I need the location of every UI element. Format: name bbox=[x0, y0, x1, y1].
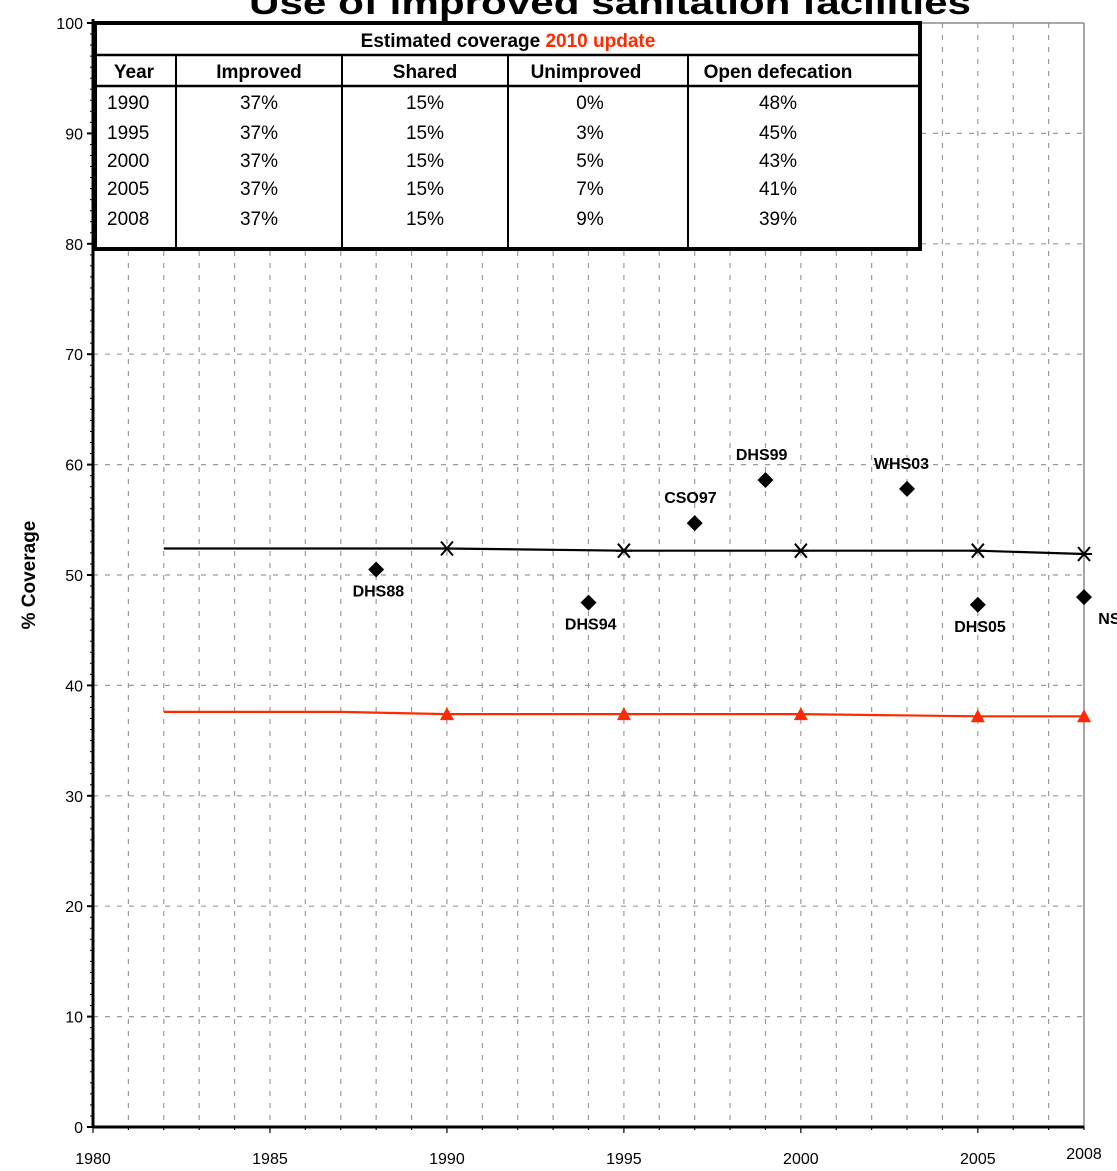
y-tick-label: 100 bbox=[56, 16, 83, 33]
survey-point-label: WHS03 bbox=[874, 456, 929, 473]
star-marker bbox=[792, 543, 809, 559]
table-cell: 15% bbox=[406, 93, 444, 114]
table-cell: 43% bbox=[759, 151, 797, 172]
y-tick-label: 0 bbox=[74, 1120, 83, 1137]
table-title-prefix: Estimated coverage bbox=[361, 31, 541, 52]
triangle-marker bbox=[439, 707, 454, 721]
y-axis-title: % Coverage bbox=[19, 521, 40, 630]
survey-point-label: NSS08 bbox=[1098, 611, 1117, 628]
star-marker-stroke bbox=[971, 543, 985, 559]
y-tick-label: 10 bbox=[65, 1010, 83, 1027]
x-tick-label: 2005 bbox=[960, 1151, 996, 1166]
table-cell: 45% bbox=[759, 123, 797, 144]
table-title-highlight: 2010 update bbox=[540, 31, 655, 52]
table-header-cell: Unimproved bbox=[531, 62, 642, 83]
table-header-cell: Open defecation bbox=[704, 62, 853, 83]
table-cell: 37% bbox=[240, 93, 278, 114]
table-cell: 1990 bbox=[107, 93, 149, 114]
table-cell: 3% bbox=[576, 123, 604, 144]
y-tick-label: 30 bbox=[65, 789, 83, 806]
star-marker bbox=[1076, 546, 1092, 562]
triangle-marker bbox=[793, 707, 808, 721]
triangle-marker bbox=[616, 707, 631, 721]
triangle-marker bbox=[1077, 709, 1091, 723]
table-cell: 2005 bbox=[107, 179, 149, 200]
y-tick-label: 60 bbox=[65, 458, 83, 475]
y-tick-label: 50 bbox=[65, 568, 83, 585]
y-tick-label: 90 bbox=[65, 126, 83, 143]
x-tick-label: 2000 bbox=[783, 1151, 819, 1166]
table-header-cell: Improved bbox=[216, 62, 302, 83]
y-tick-label: 70 bbox=[65, 347, 83, 364]
table-cell: 41% bbox=[759, 179, 797, 200]
survey-point bbox=[757, 472, 774, 489]
table-cell: 37% bbox=[240, 209, 278, 230]
star-marker-stroke bbox=[794, 543, 808, 559]
table-cell: 37% bbox=[240, 123, 278, 144]
star-marker bbox=[615, 543, 632, 559]
star-marker bbox=[969, 543, 986, 559]
y-tick-label: 80 bbox=[65, 237, 83, 254]
survey-point-label: DHS94 bbox=[565, 617, 617, 634]
table-cell: 39% bbox=[759, 209, 797, 230]
table-cell: 15% bbox=[406, 151, 444, 172]
coverage-table: Estimated coverage 2010 update Year Improv… bbox=[93, 21, 922, 251]
table-title: Estimated coverage 2010 update bbox=[361, 31, 656, 52]
table-cell: 15% bbox=[406, 209, 444, 230]
survey-point-label: CSO97 bbox=[664, 490, 717, 507]
x-tick-label: 1995 bbox=[606, 1151, 642, 1166]
star-marker-stroke bbox=[617, 543, 631, 559]
star-marker-stroke bbox=[1077, 546, 1091, 562]
survey-point bbox=[368, 561, 385, 578]
star-marker bbox=[438, 540, 455, 557]
survey-point bbox=[686, 515, 703, 532]
table-cell: 9% bbox=[576, 209, 604, 230]
survey-point bbox=[969, 596, 986, 613]
survey-point-label: DHS88 bbox=[353, 583, 405, 600]
y-tick-label: 40 bbox=[65, 678, 83, 695]
table-cell: 2000 bbox=[107, 151, 149, 172]
x-tick-label: 1985 bbox=[252, 1151, 288, 1166]
survey-point-label: DHS99 bbox=[736, 447, 788, 464]
y-tick-label: 20 bbox=[65, 899, 83, 916]
table-cell: 1995 bbox=[107, 123, 149, 144]
table-cell: 7% bbox=[576, 179, 604, 200]
table-cell: 37% bbox=[240, 151, 278, 172]
table-cell: 37% bbox=[240, 179, 278, 200]
x-tick-label: 1980 bbox=[75, 1151, 111, 1166]
survey-point bbox=[580, 594, 597, 611]
survey-point-label: DHS05 bbox=[954, 619, 1006, 636]
table-header-cell: Shared bbox=[393, 62, 457, 83]
survey-point bbox=[899, 480, 916, 497]
star-marker-stroke bbox=[440, 540, 454, 557]
triangle-marker bbox=[970, 709, 985, 723]
x-tick-label: 2008 bbox=[1066, 1146, 1102, 1163]
table-cell: 2008 bbox=[107, 209, 149, 230]
table-cell: 48% bbox=[759, 93, 797, 114]
survey-point bbox=[1076, 589, 1092, 606]
chart-title: Use of improved sanitation facilities bbox=[249, 0, 971, 21]
table-cell: 0% bbox=[576, 93, 604, 114]
table-header-cell: Year bbox=[114, 62, 155, 83]
x-tick-label: 1990 bbox=[429, 1151, 465, 1166]
table-cell: 15% bbox=[406, 123, 444, 144]
table-cell: 5% bbox=[576, 151, 604, 172]
black-series-line bbox=[163, 547, 1085, 556]
table-cell: 15% bbox=[406, 179, 444, 200]
